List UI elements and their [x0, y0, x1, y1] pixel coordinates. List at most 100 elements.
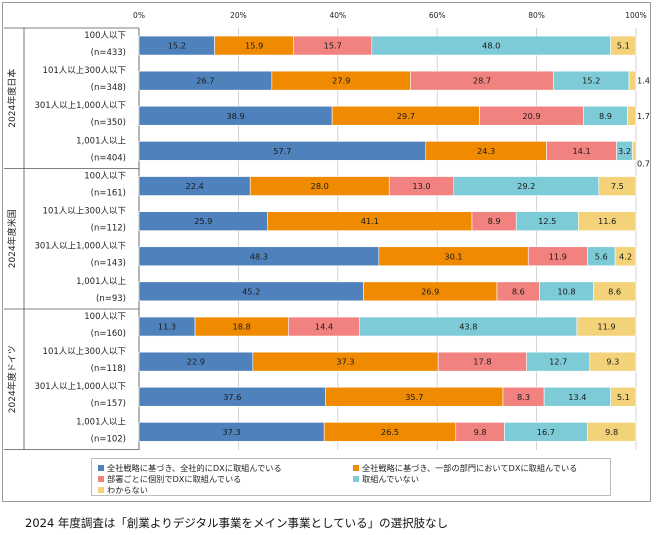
- data-label: 8.9: [599, 111, 612, 121]
- row-n-label: (n=161): [91, 189, 126, 199]
- data-label: 1.4: [637, 76, 650, 86]
- data-label: 14.4: [315, 322, 333, 332]
- legend-item-unknown: わからない: [98, 484, 148, 496]
- legend-swatch: [98, 465, 104, 471]
- data-label: 12.7: [549, 357, 567, 367]
- row-n-label: (n=348): [91, 83, 126, 93]
- bar-segment-4: [628, 70, 637, 91]
- legend-item-individual-departments: 部署ごとに個別でDXに取組んでいる: [98, 473, 241, 485]
- bar-segment-4: [632, 141, 637, 161]
- bar-segment-4: [576, 316, 637, 337]
- row-size-label: 100人以下: [84, 172, 126, 182]
- data-label: 16.7: [537, 427, 555, 437]
- data-label: 15.2: [168, 41, 186, 51]
- legend-swatch: [353, 476, 359, 482]
- data-label: 41.1: [361, 216, 379, 226]
- row-size-label: 101人以上300人以下: [43, 66, 127, 76]
- bar-segment-4: [578, 211, 637, 231]
- data-label: 22.9: [187, 357, 205, 367]
- data-label: 24.3: [477, 146, 495, 156]
- x-tick-label: 40%: [329, 11, 346, 20]
- row-n-label: (n=143): [91, 259, 126, 269]
- data-label: 37.3: [222, 427, 240, 437]
- legend-swatch: [353, 465, 359, 471]
- data-label: 11.9: [597, 322, 615, 332]
- row-n-label: (n=102): [91, 434, 126, 444]
- row-size-label: 1,001人以上: [76, 417, 126, 427]
- data-label: 26.5: [381, 427, 399, 437]
- data-label: 8.3: [517, 392, 530, 402]
- row-n-label: (n=118): [91, 364, 126, 374]
- x-tick-label: 20%: [230, 11, 247, 20]
- data-label: 26.7: [196, 76, 214, 86]
- data-label: 20.9: [522, 111, 540, 121]
- data-label: 48.0: [482, 41, 500, 51]
- data-label: 27.9: [332, 76, 350, 86]
- bar-segment-4: [593, 281, 637, 302]
- data-label: 11.9: [549, 251, 567, 261]
- data-label: 37.6: [223, 392, 241, 402]
- data-label: 9.8: [474, 427, 487, 437]
- data-label: 5.1: [617, 392, 630, 402]
- data-label: 14.1: [572, 146, 590, 156]
- data-label: 15.7: [324, 41, 342, 51]
- legend-swatch: [98, 487, 104, 493]
- data-label: 37.3: [336, 357, 354, 367]
- data-label: 5.6: [595, 251, 608, 261]
- group-label: 2024年度米国: [6, 209, 18, 268]
- bar-segment-4: [587, 422, 637, 442]
- group-label: 2024年度ドイツ: [6, 345, 18, 413]
- data-label: 4.2: [619, 251, 632, 261]
- data-label: 11.6: [598, 216, 616, 226]
- data-label: 8.6: [608, 286, 621, 296]
- data-label: 8.6: [512, 286, 525, 296]
- data-label: 1.7: [637, 111, 650, 121]
- row-size-label: 301人以上1,000人以下: [34, 101, 126, 111]
- row-n-label: (n=350): [91, 118, 126, 128]
- data-label: 7.5: [611, 181, 624, 191]
- data-label: 25.9: [194, 216, 212, 226]
- data-label: 15.9: [245, 41, 263, 51]
- x-tick-label: 60%: [429, 11, 446, 20]
- row-n-label: (n=160): [91, 329, 126, 339]
- data-label: 28.7: [473, 76, 491, 86]
- data-label: 10.8: [557, 286, 575, 296]
- data-label: 26.9: [421, 286, 439, 296]
- data-label: 43.8: [459, 322, 477, 332]
- bar-segment-4: [610, 35, 637, 56]
- data-label: 0.7: [637, 158, 650, 168]
- x-tick-label: 80%: [528, 11, 545, 20]
- legend-item-company-wide: 全社戦略に基づき、全社的にDXに取組んでいる: [98, 462, 282, 474]
- data-label: 28.0: [311, 181, 329, 191]
- caption: 2024 年度調査は「創業よりデジタル事業をメイン事業としている」の選択肢なし: [25, 516, 449, 530]
- data-label: 11.3: [158, 322, 176, 332]
- legend-item-not-working: 取組んでいない: [353, 473, 419, 485]
- data-label: 29.7: [397, 111, 415, 121]
- row-size-label: 100人以下: [84, 312, 126, 322]
- row-size-label: 101人以上300人以下: [43, 347, 127, 357]
- data-label: 13.4: [568, 392, 586, 402]
- row-size-label: 101人以上300人以下: [43, 207, 127, 217]
- data-label: 48.3: [250, 251, 268, 261]
- data-label: 12.5: [538, 216, 556, 226]
- data-label: 13.0: [412, 181, 430, 191]
- data-label: 3.2: [618, 146, 631, 156]
- data-label: 57.7: [273, 146, 291, 156]
- data-label: 29.2: [517, 181, 535, 191]
- x-tick-label: 0%: [133, 11, 145, 20]
- stacked-bar-chart: 0% 20% 40% 60% 80% 100% 2024年度日本 100人以下 (n=433) 1…: [4, 11, 650, 450]
- row-n-label: (n=404): [91, 153, 126, 163]
- bar-segment-4: [598, 176, 637, 196]
- bar-segment-4: [610, 386, 637, 407]
- legend: 全社戦略に基づき、全社的にDXに取組んでいる 全社戦略に基づき、一部の部門におい…: [91, 458, 611, 496]
- row-n-label: (n=157): [91, 399, 126, 409]
- data-label: 8.9: [488, 216, 501, 226]
- row-n-label: (n=93): [96, 294, 126, 304]
- data-label: 35.7: [405, 392, 423, 402]
- row-n-label: (n=433): [91, 48, 126, 58]
- data-label: 17.8: [473, 357, 491, 367]
- data-label: 38.9: [226, 111, 244, 121]
- group-label: 2024年度日本: [6, 69, 18, 128]
- row-size-label: 1,001人以上: [76, 136, 126, 146]
- data-label: 22.4: [185, 181, 203, 191]
